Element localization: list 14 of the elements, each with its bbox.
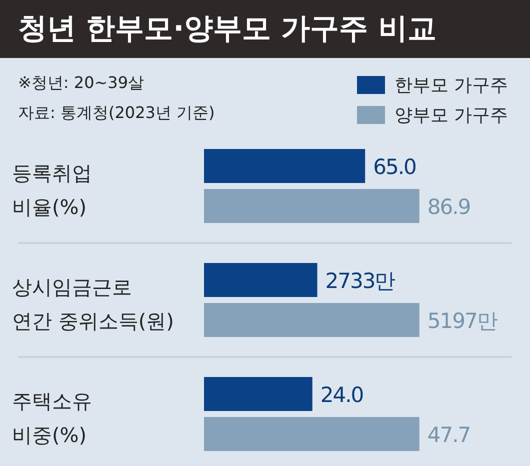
data-label: 5197만 [427,309,498,333]
text: ※청년: 20~39살 [18,73,144,92]
data-label: 86.9 [427,195,470,219]
category-label: 상시임금근로 연간 중위소득(원) [12,275,174,333]
chart-title: 청년 한부모·양부모 가구주 비교 [0,0,530,58]
legend-label: 한부모 가구주 [394,74,508,97]
data-label: 65.0 [373,155,416,179]
category-label: 등록취업 비율(%) [12,161,92,219]
data-label: 24.0 [320,383,364,407]
category-label: 주택소유 비중(%) [12,389,92,447]
text: 자료: 통계청(2023년 기준) [18,103,215,122]
data-label: 2733만 [325,269,396,293]
legend-label: 양부모 가구주 [394,104,508,127]
data-label: 47.7 [427,423,470,447]
